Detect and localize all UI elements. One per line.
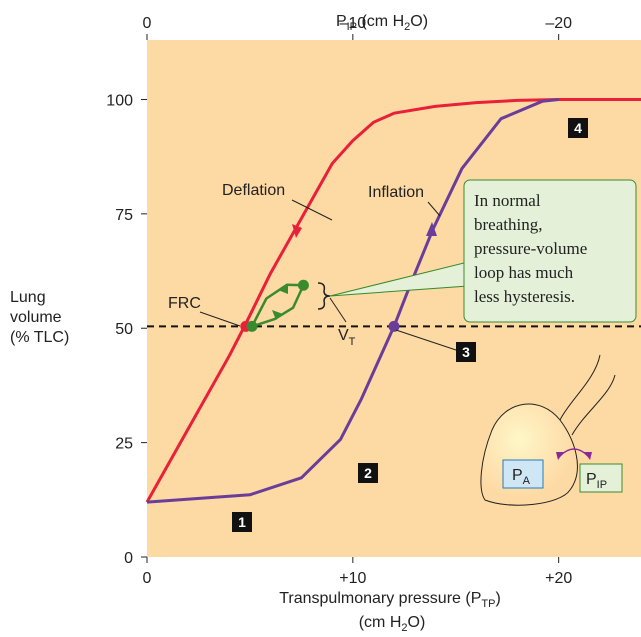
tidal-v: V: [338, 327, 349, 344]
callout-text: less hysteresis.: [474, 287, 575, 306]
x-tick-label: +20: [545, 570, 572, 587]
step-number: 4: [574, 120, 582, 136]
x-tick-label: 0: [143, 570, 152, 587]
y-axis-title: (% TLC): [10, 329, 69, 346]
callout-text: In normal: [474, 191, 541, 210]
y-axis-title: volume: [10, 309, 62, 326]
y-tick-label: 100: [106, 92, 133, 109]
t: ): [495, 590, 500, 607]
label-p: P: [586, 471, 597, 488]
step-number: 2: [364, 465, 372, 481]
y-tick-label: 75: [115, 207, 133, 224]
callout-joint: [466, 262, 470, 286]
y-tick-label: 0: [124, 550, 133, 567]
label-sub: A: [523, 475, 531, 487]
y-tick-label: 25: [115, 436, 133, 453]
x-axis-title: Transpulmonary pressure (PTP): [279, 590, 501, 610]
x2-tick-label: –10: [339, 15, 366, 32]
callout-text: breathing,: [474, 215, 542, 234]
label-p: P: [512, 467, 523, 484]
t: Transpulmonary pressure (P: [279, 590, 481, 607]
point: [298, 280, 309, 291]
callout-text: pressure-volume: [474, 239, 587, 258]
y-axis-title: Lung: [10, 289, 46, 306]
t: TP: [481, 598, 495, 610]
series-label: Inflation: [368, 184, 424, 201]
x-axis-title: (cm H2O): [359, 614, 426, 634]
t: O): [410, 13, 428, 30]
step-number: 3: [462, 344, 470, 360]
x-tick-label: +10: [339, 570, 366, 587]
series-label: Deflation: [222, 182, 285, 199]
x2-tick-label: 0: [143, 15, 152, 32]
x2-tick-label: –20: [545, 15, 572, 32]
callout-text: loop has much: [474, 263, 574, 282]
reference-label: FRC: [168, 295, 201, 312]
step-number: 1: [238, 514, 246, 530]
tidal-sub: T: [349, 336, 356, 348]
chart: In normal breathing, pressure-volume loo…: [0, 0, 641, 637]
y-tick-label: 50: [115, 321, 133, 338]
label-sub: IP: [597, 479, 607, 491]
t: (cm H: [359, 614, 402, 631]
point: [246, 321, 257, 332]
page: In normal breathing, pressure-volume loo…: [0, 0, 641, 637]
t: O): [408, 614, 426, 631]
